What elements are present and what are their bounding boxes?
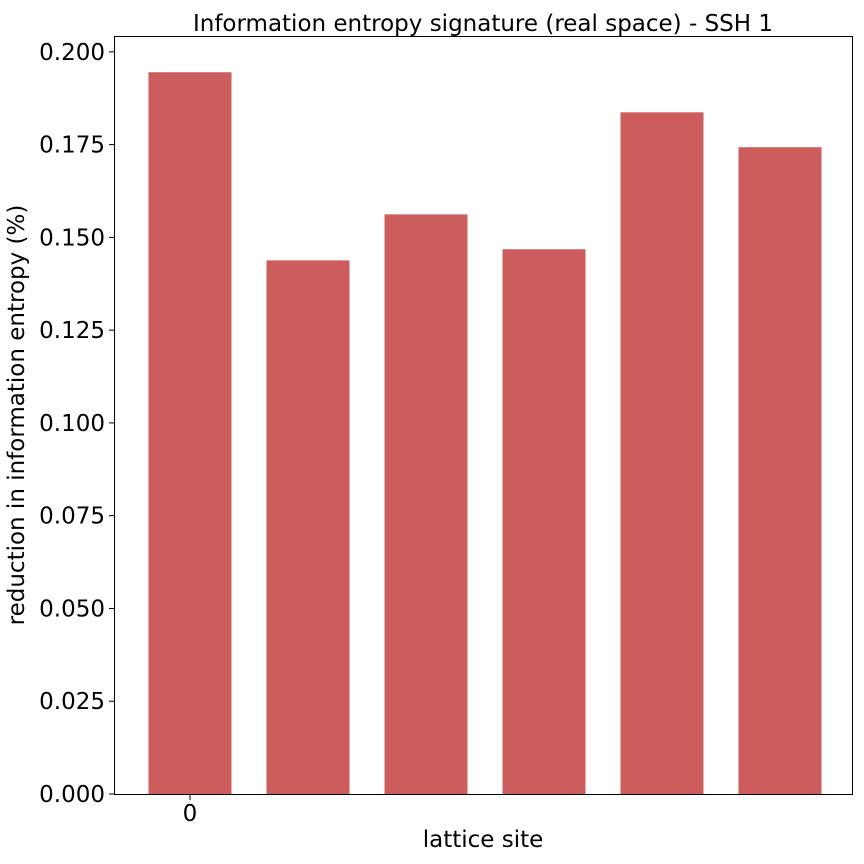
bar-0 (148, 72, 232, 795)
bars-group (148, 72, 822, 795)
y-tick-label: 0.100 (39, 411, 105, 437)
y-tick-label: 0.000 (39, 782, 105, 808)
x-tick-label: 0 (183, 801, 198, 827)
bar-2 (384, 214, 468, 794)
bar-1 (266, 260, 350, 794)
x-axis: 0 (183, 794, 198, 827)
y-tick-label: 0.175 (39, 133, 105, 159)
y-axis: 0.000 0.025 0.050 0.075 0.100 0.125 0.150 0.175… (39, 40, 115, 808)
y-tick-label: 0.075 (39, 504, 105, 530)
y-tick-label: 0.025 (39, 689, 105, 715)
y-tick-label: 0.125 (39, 318, 105, 344)
bar-5 (738, 147, 822, 794)
chart-title: Information entropy signature (real spac… (193, 11, 773, 37)
y-tick-label: 0.050 (39, 596, 105, 622)
y-tick-label: 0.200 (39, 40, 105, 66)
y-axis-label: reduction in information entropy (%) (4, 205, 30, 626)
bar-4 (620, 112, 704, 794)
plot-frame (114, 36, 853, 795)
bar-3 (502, 249, 586, 795)
x-axis-label: lattice site (423, 827, 544, 853)
y-tick-label: 0.150 (39, 225, 105, 251)
